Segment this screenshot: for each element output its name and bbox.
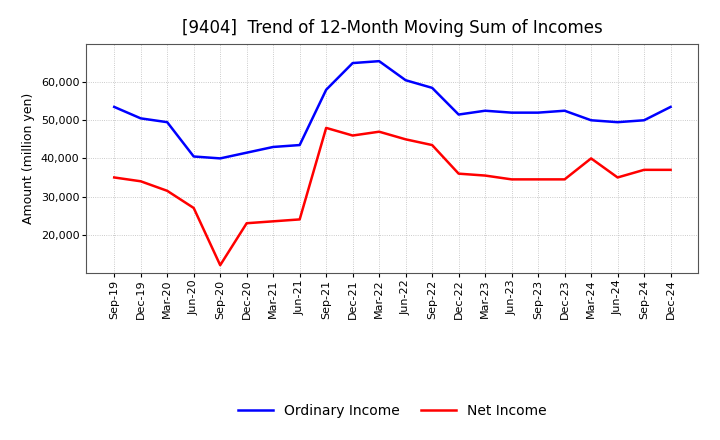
Net Income	[560, 177, 569, 182]
Ordinary Income	[401, 77, 410, 83]
Net Income	[401, 137, 410, 142]
Ordinary Income	[322, 87, 330, 92]
Net Income	[508, 177, 516, 182]
Net Income	[348, 133, 357, 138]
Ordinary Income	[587, 117, 595, 123]
Ordinary Income	[269, 144, 277, 150]
Net Income	[454, 171, 463, 176]
Ordinary Income	[560, 108, 569, 114]
Net Income	[666, 167, 675, 172]
Net Income	[481, 173, 490, 178]
Net Income	[322, 125, 330, 131]
Net Income	[189, 205, 198, 211]
Net Income	[269, 219, 277, 224]
Net Income	[110, 175, 119, 180]
Legend: Ordinary Income, Net Income: Ordinary Income, Net Income	[233, 399, 552, 424]
Ordinary Income	[481, 108, 490, 114]
Ordinary Income	[243, 150, 251, 155]
Ordinary Income	[534, 110, 542, 115]
Net Income	[428, 143, 436, 148]
Ordinary Income	[216, 156, 225, 161]
Ordinary Income	[508, 110, 516, 115]
Net Income	[613, 175, 622, 180]
Net Income	[534, 177, 542, 182]
Title: [9404]  Trend of 12-Month Moving Sum of Incomes: [9404] Trend of 12-Month Moving Sum of I…	[182, 19, 603, 37]
Net Income	[375, 129, 384, 134]
Ordinary Income	[163, 120, 171, 125]
Ordinary Income	[428, 85, 436, 91]
Net Income	[216, 263, 225, 268]
Ordinary Income	[613, 120, 622, 125]
Ordinary Income	[189, 154, 198, 159]
Y-axis label: Amount (million yen): Amount (million yen)	[22, 93, 35, 224]
Ordinary Income	[454, 112, 463, 117]
Ordinary Income	[348, 60, 357, 66]
Ordinary Income	[110, 104, 119, 110]
Net Income	[587, 156, 595, 161]
Net Income	[640, 167, 649, 172]
Net Income	[136, 179, 145, 184]
Net Income	[163, 188, 171, 194]
Ordinary Income	[375, 59, 384, 64]
Ordinary Income	[295, 143, 304, 148]
Ordinary Income	[640, 117, 649, 123]
Ordinary Income	[666, 104, 675, 110]
Net Income	[295, 217, 304, 222]
Net Income	[243, 220, 251, 226]
Line: Ordinary Income: Ordinary Income	[114, 61, 670, 158]
Line: Net Income: Net Income	[114, 128, 670, 265]
Ordinary Income	[136, 116, 145, 121]
